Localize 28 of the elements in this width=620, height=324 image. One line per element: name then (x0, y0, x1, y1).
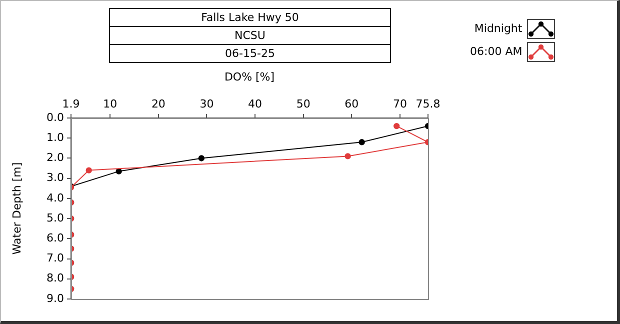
y-tick-label: 4.0 (46, 191, 64, 204)
legend-label: Midnight (474, 22, 522, 35)
y-tick-label: 1.0 (46, 130, 64, 144)
point (394, 122, 400, 130)
x-tick-label: 1.9 (62, 97, 80, 110)
x-tick-label: 50 (296, 97, 310, 110)
point (344, 153, 351, 160)
y-tick-label: 9.0 (46, 292, 64, 305)
x-tick-label: 10 (103, 97, 118, 110)
y-tick-label: 8.0 (46, 272, 64, 285)
x-axis-title: DO% [%] (224, 70, 275, 84)
x-tick-label: 60 (344, 97, 359, 110)
x-tick-label: 70 (392, 97, 407, 110)
y-tick-label: 6.0 (46, 232, 64, 245)
y-tick-label: 5.0 (46, 211, 64, 224)
x-tick-label: 40 (248, 97, 262, 110)
legend-label: 06:00 AM (470, 45, 522, 58)
text: 06-15-25 (110, 44, 390, 62)
y-tick-label: 0.0 (46, 110, 64, 124)
y-tick-label: 3.0 (46, 171, 64, 184)
chart-subtitle: NCSU (110, 26, 390, 44)
y-axis-title: Water Depth [m] (10, 162, 24, 255)
y-tick-label: 7.0 (46, 252, 64, 265)
x-tick-label: 20 (151, 97, 166, 110)
x-tick-label: 30 (200, 97, 214, 110)
chart-title: Falls Lake Hwy 50 (110, 8, 390, 26)
x-tick-label: 75.8 (416, 97, 440, 110)
y-tick-label: 2.0 (46, 151, 64, 164)
